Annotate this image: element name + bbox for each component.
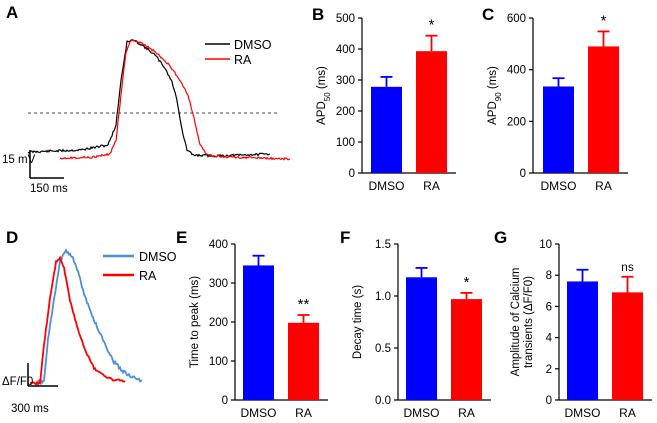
category-label-f-dmso: DMSO: [404, 406, 440, 420]
legend-d-ra-label: RA: [139, 269, 157, 283]
panel-letter-g: G: [494, 228, 507, 247]
panel-letter-e: E: [176, 228, 187, 247]
y-tick-label-g: 6: [546, 301, 552, 313]
y-tick-label-f: 1.0: [375, 291, 391, 303]
panel-letter-a: A: [6, 3, 18, 22]
category-label-e-dmso: DMSO: [241, 406, 277, 420]
y-tick-label-e: 200: [209, 317, 228, 329]
y-axis-label-c: APD90 (ms): [487, 66, 503, 125]
bar-f-dmso: [406, 277, 437, 400]
bar-b-dmso: [371, 86, 402, 173]
category-label-f-ra: RA: [458, 406, 475, 420]
bar-g-ra: [612, 292, 643, 400]
y-tick-label-c: 0: [520, 168, 526, 180]
chart-e-time-to-peak: 0 100 200 300 400 DMSO RA ** Time to peak (ms): [189, 239, 328, 420]
category-label-c-ra: RA: [595, 179, 612, 193]
y-axis-label-b: APD50 (ms): [316, 66, 332, 125]
legend-a-dmso-label: DMSO: [234, 38, 272, 52]
scalebar-a-voltage-label: 15 mV: [2, 154, 36, 166]
calcium-trace-dmso: [37, 248, 143, 385]
significance-g: ns: [621, 260, 634, 274]
y-tick-label-c: 200: [507, 116, 526, 128]
y-tick-label-g: 4: [546, 333, 553, 345]
chart-f-decay-time: 0.0 0.5 1.0 1.5 DMSO RA * Decay time (s): [352, 239, 491, 420]
calcium-trace-ra: [29, 255, 126, 387]
panel-a-traces: DMSO RA 15 mV 150 ms: [2, 38, 291, 195]
y-tick-label-b: 300: [336, 75, 355, 87]
scalebar-d-time-label: 300 ms: [11, 403, 49, 415]
significance-f: *: [464, 274, 470, 291]
panel-letter-c: C: [482, 5, 494, 24]
category-label-g-ra: RA: [619, 406, 636, 420]
category-label-c-dmso: DMSO: [541, 179, 577, 193]
category-label-b-ra: RA: [423, 179, 440, 193]
bar-f-ra: [451, 299, 482, 400]
category-label-e-ra: RA: [295, 406, 312, 420]
scalebar-d-y-label: ΔF/F0: [2, 376, 33, 388]
y-tick-label-f: 1.5: [375, 239, 391, 251]
y-tick-label-g: 8: [546, 270, 552, 282]
panel-letter-f: F: [340, 228, 350, 247]
panel-d-traces: DMSO RA ΔF/F0 300 ms: [2, 248, 177, 415]
y-axis-label-g-line1: Amplitude of Calcium: [510, 268, 522, 377]
y-tick-label-b: 400: [336, 44, 355, 56]
category-label-g-dmso: DMSO: [565, 406, 601, 420]
bar-c-dmso: [543, 86, 574, 173]
bar-c-ra: [588, 46, 619, 173]
significance-c: *: [601, 12, 607, 29]
significance-e: **: [298, 296, 310, 313]
y-axis-label-g-line2: transients (ΔF/F0): [523, 276, 535, 368]
panel-letter-b: B: [312, 5, 324, 24]
y-tick-label-b: 0: [349, 168, 355, 180]
y-axis-label-f: Decay time (s): [352, 285, 364, 359]
panel-letter-d: D: [6, 228, 18, 247]
y-tick-label-b: 100: [336, 137, 355, 149]
y-axis-label-e: Time to peak (ms): [189, 276, 201, 368]
bar-e-ra: [288, 322, 319, 400]
y-tick-label-c: 400: [507, 65, 526, 77]
significance-b: *: [429, 17, 435, 34]
ap-trace-ra: [59, 39, 291, 161]
chart-b-apd50: 0 100 200 300 400 500 DMSO RA * APD50 (ms): [316, 13, 456, 193]
chart-g-calcium-amplitude: 0 2 4 6 8 10 DMSO RA ns Amplitude of Calcium trans…: [510, 239, 652, 420]
legend-d-dmso-label: DMSO: [139, 250, 177, 264]
chart-c-apd90: 0 200 400 600 DMSO RA * APD90 (ms): [487, 12, 628, 193]
y-tick-label-c: 600: [507, 13, 526, 25]
y-tick-label-g: 2: [546, 364, 552, 376]
scalebar-a-time-label: 150 ms: [30, 183, 68, 195]
y-tick-label-g: 10: [539, 239, 552, 251]
y-tick-label-b: 200: [336, 106, 355, 118]
y-tick-label-f: 0.5: [375, 343, 391, 355]
y-tick-label-g: 0: [546, 395, 552, 407]
bar-b-ra: [416, 51, 447, 173]
bar-g-dmso: [567, 281, 598, 400]
y-tick-label-f: 0.0: [375, 395, 391, 407]
category-label-b-dmso: DMSO: [369, 179, 405, 193]
y-tick-label-b: 500: [336, 13, 355, 25]
bar-e-dmso: [243, 265, 274, 400]
legend-a-ra-label: RA: [234, 53, 252, 67]
y-tick-label-e: 300: [209, 278, 228, 290]
y-tick-label-e: 0: [222, 395, 228, 407]
y-tick-label-e: 400: [209, 239, 228, 251]
y-tick-label-e: 100: [209, 356, 228, 368]
